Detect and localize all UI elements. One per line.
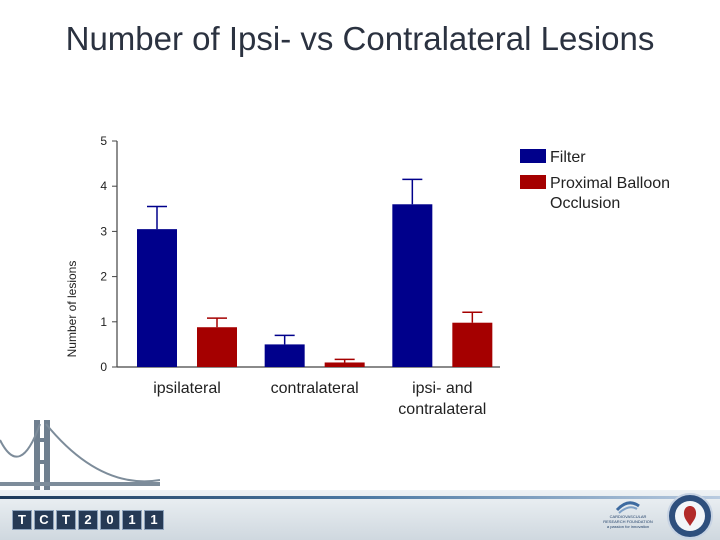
legend-swatch xyxy=(520,175,546,189)
x-tick-label: ipsi- and xyxy=(412,380,472,397)
y-axis-label: Number of lesions xyxy=(65,261,79,358)
bar xyxy=(392,204,433,367)
y-tick-label: 4 xyxy=(100,179,107,193)
bar xyxy=(264,344,305,367)
crf-swoosh-icon xyxy=(615,501,640,514)
y-tick-label: 3 xyxy=(100,224,107,238)
logo-letter: C xyxy=(34,510,54,530)
logo-letter: 0 xyxy=(100,510,120,530)
bar-chart: 0 1 2 3 4 5 Number of lesions ipsilateral contra… xyxy=(65,134,670,418)
legend-label: Occlusion xyxy=(550,195,620,212)
y-tick-label: 5 xyxy=(100,134,107,148)
y-tick-label: 0 xyxy=(100,360,107,374)
logo-letter: 1 xyxy=(122,510,142,530)
y-tick-label: 2 xyxy=(100,270,107,284)
logo-letter: T xyxy=(56,510,76,530)
crf-tagline: a passion for innovation xyxy=(606,524,650,529)
legend-swatch xyxy=(520,149,546,163)
bar xyxy=(452,322,493,367)
logo-letter: T xyxy=(12,510,32,530)
bar xyxy=(137,229,177,367)
x-tick-label: ipsilateral xyxy=(153,380,221,397)
footer-stripe xyxy=(0,496,720,499)
legend-label: Proximal Balloon xyxy=(550,175,670,192)
x-tick-label: contralateral xyxy=(271,380,359,397)
bar xyxy=(197,327,237,367)
y-tick-label: 1 xyxy=(100,315,107,329)
slide-title: Number of Ipsi- vs Contralateral Lesions xyxy=(65,20,655,57)
crf-name-line1: CARDIOVASCULAR xyxy=(609,514,647,519)
bar xyxy=(324,362,365,367)
crf-name-line2: RESEARCH FOUNDATION xyxy=(603,519,653,524)
legend-label: Filter xyxy=(550,149,586,166)
tct-logo: T C T 2 0 1 1 xyxy=(12,510,164,530)
logo-letter: 1 xyxy=(144,510,164,530)
x-tick-label: contralateral xyxy=(398,401,486,418)
seal-icon xyxy=(667,493,713,539)
logo-letter: 2 xyxy=(78,510,98,530)
crf-logo: CARDIOVASCULAR RESEARCH FOUNDATION a pas… xyxy=(598,500,658,536)
